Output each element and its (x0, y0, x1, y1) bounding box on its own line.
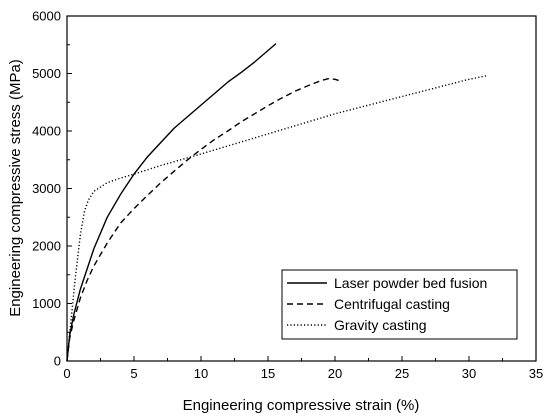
y-tick-label: 0 (54, 354, 61, 369)
legend-label-2: Gravity casting (334, 317, 427, 333)
y-tick-label: 6000 (32, 9, 61, 24)
legend-label-0: Laser powder bed fusion (334, 275, 487, 291)
x-tick-label: 20 (328, 366, 342, 381)
x-tick-label: 35 (529, 366, 543, 381)
series-line-0 (66, 43, 277, 362)
x-axis-title: Engineering compressive strain (%) (183, 397, 420, 414)
y-axis-title: Engineering compressive stress (MPa) (7, 59, 24, 317)
series-line-2 (66, 75, 487, 362)
y-tick-label: 3000 (32, 181, 61, 196)
legend-label-1: Centrifugal casting (334, 296, 450, 312)
y-tick-label: 2000 (32, 239, 61, 254)
x-tick-label: 30 (462, 366, 476, 381)
y-tick-label: 1000 (32, 296, 61, 311)
x-tick-label: 15 (261, 366, 275, 381)
series-line-1 (66, 77, 341, 362)
y-tick-label: 4000 (32, 124, 61, 139)
y-tick-label: 5000 (32, 66, 61, 81)
x-tick-label: 5 (130, 366, 137, 381)
x-tick-label: 25 (395, 366, 409, 381)
x-tick-label: 10 (194, 366, 208, 381)
x-tick-label: 0 (63, 366, 70, 381)
